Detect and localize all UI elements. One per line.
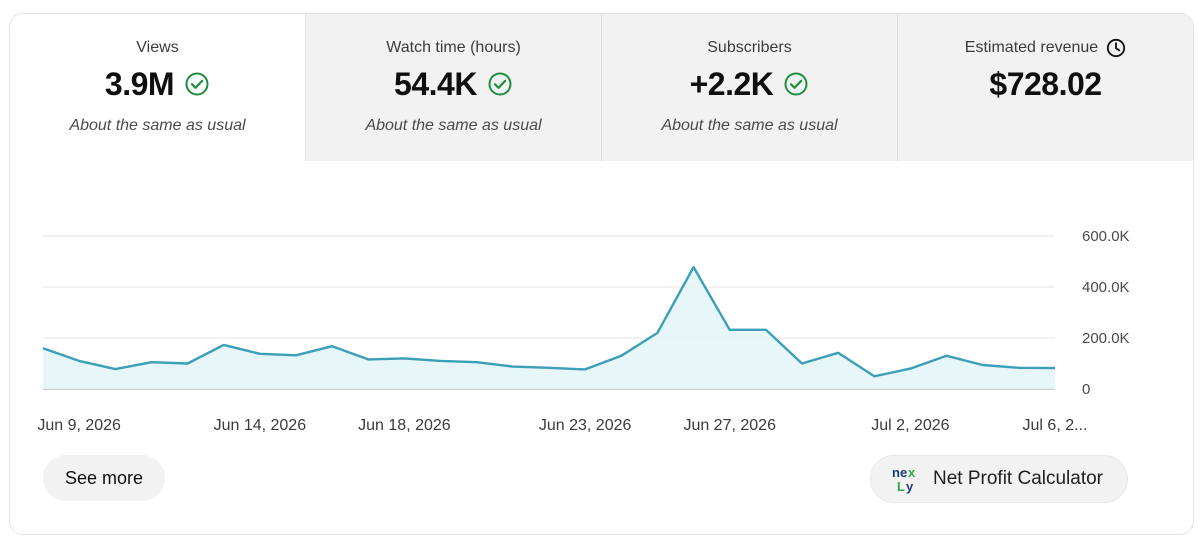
x-tick-label: Jun 9, 2026 bbox=[37, 417, 121, 434]
x-tick-label: Jun 27, 2026 bbox=[683, 417, 776, 434]
check-circle-icon bbox=[784, 72, 808, 96]
tab-value: $728.02 bbox=[989, 65, 1102, 102]
svg-text:ne: ne bbox=[892, 465, 907, 480]
tab-value-row: 3.9M bbox=[10, 64, 305, 104]
see-more-button[interactable]: See more bbox=[43, 455, 165, 501]
tab-label-row: Estimated revenue bbox=[898, 38, 1193, 58]
x-tick-label: Jun 18, 2026 bbox=[358, 417, 451, 434]
svg-text:y: y bbox=[906, 479, 914, 494]
views-chart: 0 200.0K 400.0K 600.0K Jun 9, 2026 Jun 14, 20… bbox=[10, 161, 1193, 441]
clock-icon[interactable] bbox=[1106, 38, 1126, 58]
tab-note: About the same as usual bbox=[661, 117, 838, 134]
x-tick-label: Jul 2, 2026 bbox=[871, 417, 949, 434]
tab-value: +2.2K bbox=[689, 65, 774, 102]
y-tick-label: 0 bbox=[1082, 381, 1090, 398]
y-tick-label: 400.0K bbox=[1082, 279, 1130, 296]
series-line bbox=[42, 265, 1056, 378]
x-tick-label: Jun 23, 2026 bbox=[539, 417, 632, 434]
tab-estimated-revenue[interactable]: Estimated revenue $728.02 bbox=[898, 14, 1193, 161]
tab-value-row: +2.2K bbox=[602, 64, 897, 104]
tab-label: Views bbox=[136, 39, 179, 56]
y-tick-label: 200.0K bbox=[1082, 330, 1130, 347]
analytics-card: Views 3.9M About the same as usual Watch… bbox=[9, 13, 1194, 535]
series-area bbox=[43, 267, 1055, 389]
metric-tabs: Views 3.9M About the same as usual Watch… bbox=[10, 14, 1193, 161]
tab-label: Watch time (hours) bbox=[386, 39, 521, 56]
tab-value-row: 54.4K bbox=[306, 64, 601, 104]
tab-label: Estimated revenue bbox=[964, 39, 1099, 56]
net-profit-calculator-button[interactable]: ne x L y Net Profit Calculator bbox=[870, 455, 1128, 503]
tab-note: About the same as usual bbox=[69, 117, 246, 134]
tab-views[interactable]: Views 3.9M About the same as usual bbox=[10, 14, 306, 161]
x-tick-label: Jul 6, 2... bbox=[1023, 417, 1088, 434]
y-tick-label: 600.0K bbox=[1082, 228, 1130, 245]
net-profit-label: Net Profit Calculator bbox=[933, 468, 1104, 489]
tab-note: About the same as usual bbox=[365, 117, 542, 134]
tab-value-row: $728.02 bbox=[898, 64, 1193, 104]
tab-label: Subscribers bbox=[707, 39, 792, 56]
chart-svg: 0 200.0K 400.0K 600.0K Jun 9, 2026 Jun 14, 20… bbox=[37, 228, 1130, 434]
tab-value: 54.4K bbox=[394, 65, 477, 102]
check-circle-icon bbox=[185, 72, 209, 96]
tab-value: 3.9M bbox=[104, 65, 175, 102]
svg-text:L: L bbox=[897, 479, 905, 494]
check-circle-icon bbox=[488, 72, 512, 96]
x-tick-label: Jun 14, 2026 bbox=[214, 417, 307, 434]
tab-subscribers[interactable]: Subscribers +2.2K About the same as usua… bbox=[602, 14, 898, 161]
tab-watch-time[interactable]: Watch time (hours) 54.4K About the same … bbox=[306, 14, 602, 161]
nexify-logo-icon: ne x L y bbox=[892, 465, 916, 494]
svg-text:x: x bbox=[908, 465, 916, 480]
